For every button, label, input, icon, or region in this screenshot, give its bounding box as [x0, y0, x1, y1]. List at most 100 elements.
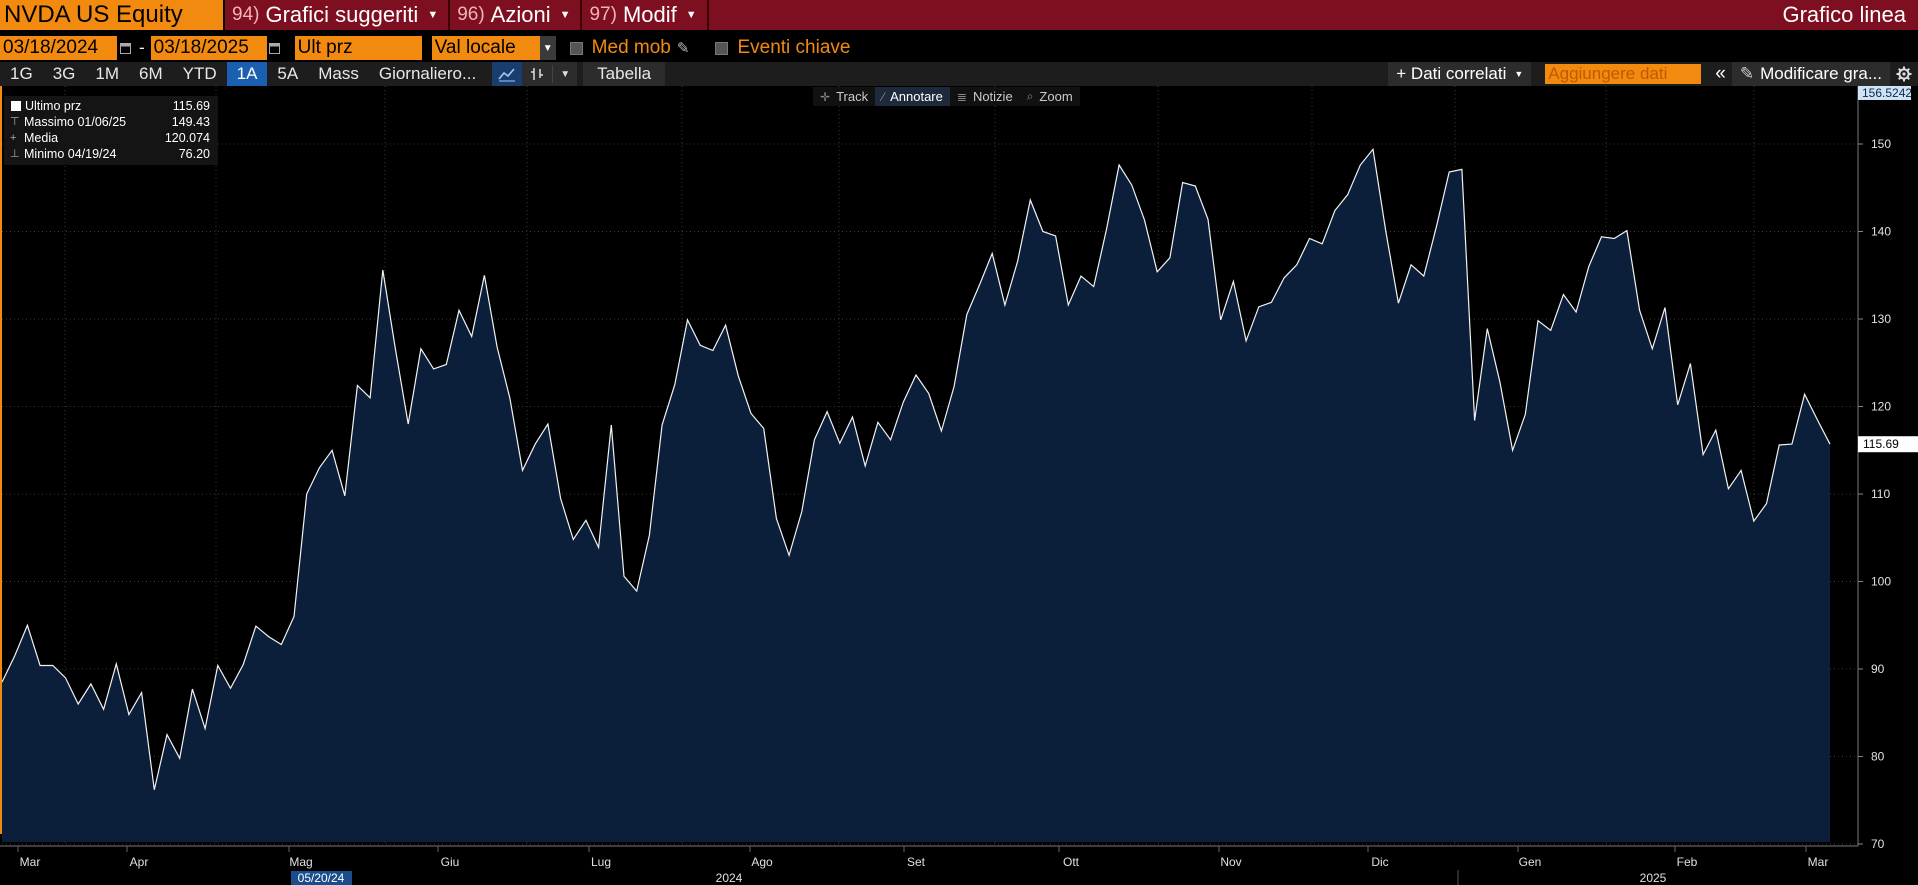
last-price-label: 115.69 [1863, 437, 1899, 451]
legend-label: Minimo 04/19/24 [24, 147, 117, 161]
date-range-dash: - [139, 38, 145, 57]
y-tick-label: 110 [1871, 487, 1890, 501]
period-button-1g[interactable]: 1G [10, 64, 33, 83]
menu-grafici-suggeriti[interactable]: 94) Grafici suggeriti ▼ [225, 0, 451, 30]
min-marker-icon: ⊥ [10, 148, 20, 160]
gear-icon[interactable] [1890, 62, 1918, 86]
legend-min[interactable]: ⊥ Minimo 04/19/24 76.20 [10, 146, 210, 162]
caret-down-icon: ▼ [559, 9, 571, 21]
caret-down-icon: ▼ [427, 9, 439, 21]
chevron-down-icon[interactable]: ▼ [560, 68, 571, 80]
menu-number: 94) [232, 4, 260, 25]
pencil-icon: ✎ [1739, 64, 1755, 83]
legend-value: 76.20 [178, 147, 210, 161]
zoom-label: Zoom [1039, 89, 1073, 104]
legend-average[interactable]: + Media 120.074 [10, 130, 210, 146]
start-date-input[interactable]: 03/18/2024 [0, 36, 117, 60]
end-date-input[interactable]: 03/18/2025 [150, 36, 267, 60]
year-label: 2024 [716, 871, 743, 885]
frequency-select[interactable]: Giornaliero... [378, 64, 477, 83]
x-tick-label: Mar [1808, 855, 1829, 869]
y-tick-label: 90 [1871, 662, 1885, 676]
key-events-checkbox[interactable]: Eventi chiave [715, 37, 850, 59]
year-label: 2025 [1640, 871, 1667, 885]
annotate-button[interactable]: ⁄ Annotare [875, 87, 950, 106]
period-button-1a[interactable]: 1A [226, 62, 268, 86]
divider [552, 65, 554, 83]
period-button-3g[interactable]: 3G [52, 64, 76, 83]
news-button[interactable]: ≣ Notizie [950, 87, 1020, 106]
x-tick-label: Apr [130, 855, 149, 869]
x-tick-label: Mar [20, 855, 41, 869]
chart-style-group: ▼ [492, 62, 578, 86]
legend-label: Ultimo prz [25, 99, 82, 113]
legend-max[interactable]: ⊤ Massimo 01/06/25 149.43 [10, 114, 210, 130]
ticker-field[interactable]: NVDA US Equity [0, 0, 225, 30]
average-marker-icon: + [10, 132, 17, 144]
price-line[interactable] [1, 147, 1831, 790]
calendar-icon[interactable] [117, 36, 133, 60]
period-button-mass[interactable]: Mass [318, 64, 359, 83]
toolbar: 1G 3G 1M 6M YTD 1A 5A Mass Giornaliero... ▼ Tab… [0, 62, 1918, 86]
chart-type-title: Grafico linea [1782, 2, 1906, 27]
chevron-down-icon[interactable]: ▼ [539, 36, 556, 60]
moving-average-checkbox[interactable]: Med mob ✎ [569, 37, 690, 59]
legend-label: Media [24, 131, 59, 145]
menu-label: Modif [622, 2, 677, 27]
news-label: Notizie [972, 89, 1013, 104]
related-data-button[interactable]: + Dati correlati ▼ [1388, 62, 1532, 86]
menu-number: 96) [457, 4, 485, 25]
add-data-input[interactable]: Aggiungere dati [1545, 64, 1702, 84]
menu-label: Grafici suggeriti [265, 2, 419, 27]
last-price-tag [1858, 436, 1918, 453]
y-tick-label: 130 [1871, 312, 1891, 326]
legend-value: 149.43 [171, 115, 210, 129]
checkbox-box[interactable] [569, 41, 583, 55]
zoom-button[interactable]: ⌕ Zoom [1020, 87, 1080, 106]
table-button[interactable]: Tabella [583, 62, 666, 86]
menu-azioni[interactable]: 96) Azioni ▼ [450, 0, 583, 30]
chart-tool-menu: ✛ Track ⁄ Annotare ≣ Notizie ⌕ Zoom [813, 87, 1080, 106]
toolbar-right: + Dati correlati ▼ Aggiungere dati « ✎ M… [1378, 62, 1918, 86]
date-marker-tag [291, 871, 352, 885]
y-max-label: 156.5242 [1862, 86, 1912, 100]
legend-last-price[interactable]: Ultimo prz 115.69 [10, 98, 210, 114]
period-button-5a[interactable]: 5A [277, 64, 299, 83]
period-buttons: 1G 3G 1M 6M YTD 1A 5A Mass [0, 62, 369, 86]
zoom-icon: ⌕ [1026, 89, 1034, 103]
x-tick-label: Nov [1220, 855, 1241, 869]
menu-number: 97) [589, 4, 617, 25]
track-button[interactable]: ✛ Track [813, 87, 875, 106]
caret-down-icon: ▼ [1514, 69, 1524, 79]
news-icon: ≣ [956, 89, 967, 104]
y-tick-label: 100 [1871, 575, 1891, 589]
period-button-6m[interactable]: 6M [139, 64, 163, 83]
date-marker-label: 05/20/24 [298, 871, 345, 885]
x-tick-label: Gen [1519, 855, 1542, 869]
x-tick-label: Giu [441, 855, 460, 869]
title-bar: NVDA US Equity 94) Grafici suggeriti ▼ 9… [0, 0, 1918, 30]
collapse-double-chevron-icon[interactable]: « [1715, 63, 1726, 84]
edit-chart-label: Modificare gra... [1760, 64, 1882, 83]
field-select[interactable]: Ult prz [294, 36, 422, 60]
x-axis: Mar Apr Mag Giu Lug Ago Set Ott Nov Dic Gen Feb Mar 2… [17, 846, 1829, 885]
pencil-icon[interactable]: ✎ [676, 40, 690, 57]
annotate-label: Annotare [890, 89, 943, 104]
bar-chart-icon[interactable] [522, 62, 552, 86]
crosshair-icon: ✛ [820, 89, 831, 104]
price-area [2, 149, 1830, 843]
key-events-label: Eventi chiave [737, 37, 851, 58]
checkbox-box[interactable] [715, 41, 729, 55]
y-tick-label: 140 [1871, 225, 1891, 239]
menu-modif[interactable]: 97) Modif ▼ [582, 0, 709, 30]
line-chart-icon[interactable] [492, 62, 523, 86]
y-tick-label: 120 [1871, 400, 1891, 414]
calendar-icon[interactable] [267, 36, 283, 60]
y-tick-label: 70 [1871, 837, 1885, 851]
period-button-ytd[interactable]: YTD [182, 64, 217, 83]
price-chart[interactable]: 70 80 90 100 110 120 130 140 150 156.5242 115.69 M… [0, 86, 1918, 885]
moving-average-label: Med mob [591, 37, 671, 58]
period-button-1m[interactable]: 1M [95, 64, 119, 83]
edit-chart-button[interactable]: ✎ Modificare gra... [1731, 62, 1890, 86]
currency-select[interactable]: Val locale [431, 36, 540, 60]
